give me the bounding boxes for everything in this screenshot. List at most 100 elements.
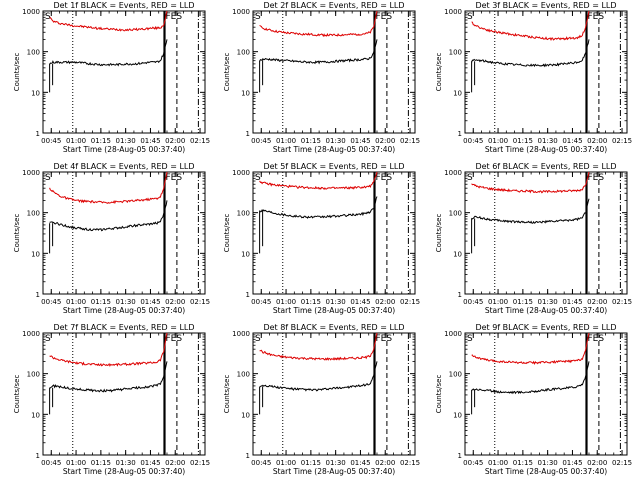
panel-title: Det 6f BLACK = Events, RED = LLD xyxy=(475,162,616,171)
panel-title: Det 4f BLACK = Events, RED = LLD xyxy=(53,162,194,171)
x-tick-label: 02:00 xyxy=(165,298,185,306)
plot-frame xyxy=(252,10,416,134)
x-axis-label: Start Time (28-Aug-05 00:37:40) xyxy=(63,145,185,154)
x-tick-label: 02:15 xyxy=(400,459,420,467)
detector-panel: Det 5f BLACK = Events, RED = LLD 1 10 100 10… xyxy=(223,162,420,315)
flag-label-left: S xyxy=(467,173,473,183)
plot-frame xyxy=(252,332,416,456)
y-axis-label: Counts/sec xyxy=(435,214,443,253)
x-tick-label: 01:45 xyxy=(562,298,582,306)
y-tick-label: 100 xyxy=(27,49,40,57)
y-tick-label: 1 xyxy=(246,452,250,460)
y-tick-label: 10 xyxy=(453,89,462,97)
x-tick-label: 01:00 xyxy=(66,298,86,306)
x-tick-label: 02:00 xyxy=(587,298,607,306)
y-axis-label: Counts/sec xyxy=(223,375,231,414)
flag-label-right: FES xyxy=(166,12,183,22)
x-tick-label: 01:15 xyxy=(91,298,111,306)
flag-label-left: S xyxy=(255,12,261,22)
x-axis-label: Start Time (28-Aug-05 00:37:40) xyxy=(485,145,607,154)
flag-label-right: FES xyxy=(588,12,605,22)
detector-panel: Det 1f BLACK = Events, RED = LLD 1 10 100 10… xyxy=(13,1,210,154)
plot-frame xyxy=(42,10,206,134)
x-tick-label: 00:45 xyxy=(41,459,61,467)
x-tick-label: 01:15 xyxy=(301,459,321,467)
x-tick-label: 02:15 xyxy=(612,459,632,467)
y-tick-label: 100 xyxy=(449,371,462,379)
y-tick-label: 1 xyxy=(36,452,40,460)
x-tick-label: 00:45 xyxy=(41,298,61,306)
flag-label-right: FES xyxy=(376,173,393,183)
x-tick-label: 01:15 xyxy=(91,137,111,145)
flag-label-left: S xyxy=(255,334,261,344)
flag-label-right: FES xyxy=(376,334,393,344)
lld-series-line xyxy=(49,171,168,205)
x-tick-label: 01:00 xyxy=(488,137,508,145)
detector-panel: Det 4f BLACK = Events, RED = LLD 1 10 100 10… xyxy=(13,162,210,315)
y-tick-label: 1000 xyxy=(232,169,250,177)
y-tick-label: 10 xyxy=(31,411,40,419)
events-series-line xyxy=(471,198,590,224)
y-tick-label: 100 xyxy=(237,210,250,218)
y-tick-label: 1 xyxy=(36,291,40,299)
detector-panel: Det 6f BLACK = Events, RED = LLD 1 10 100 10… xyxy=(435,162,632,315)
y-tick-label: 100 xyxy=(27,371,40,379)
y-axis-label: Counts/sec xyxy=(435,375,443,414)
x-tick-label: 02:00 xyxy=(375,137,395,145)
panel-title: Det 1f BLACK = Events, RED = LLD xyxy=(53,1,194,10)
x-tick-label: 01:30 xyxy=(538,137,558,145)
y-tick-label: 1000 xyxy=(232,8,250,16)
y-tick-label: 1000 xyxy=(444,169,462,177)
x-tick-label: 00:45 xyxy=(463,298,483,306)
x-tick-label: 00:45 xyxy=(463,459,483,467)
detector-panel: Det 8f BLACK = Events, RED = LLD 1 10 100 10… xyxy=(223,323,420,476)
flag-label-right: FES xyxy=(166,173,183,183)
y-tick-label: 10 xyxy=(453,411,462,419)
y-tick-label: 1000 xyxy=(232,330,250,338)
y-tick-label: 10 xyxy=(241,411,250,419)
flag-label-left: S xyxy=(467,12,473,22)
x-tick-label: 00:45 xyxy=(251,137,271,145)
events-series-line xyxy=(49,361,168,393)
events-series-line xyxy=(259,196,378,219)
lld-series-line xyxy=(471,10,590,41)
x-tick-label: 02:00 xyxy=(165,459,185,467)
x-tick-label: 02:15 xyxy=(400,298,420,306)
events-series-line xyxy=(471,361,590,395)
y-axis-label: Counts/sec xyxy=(435,53,443,92)
x-tick-label: 01:45 xyxy=(140,298,160,306)
x-tick-label: 01:30 xyxy=(116,137,136,145)
y-tick-label: 100 xyxy=(449,49,462,57)
x-tick-label: 01:45 xyxy=(350,137,370,145)
x-tick-label: 01:15 xyxy=(301,298,321,306)
panel-title: Det 5f BLACK = Events, RED = LLD xyxy=(263,162,404,171)
x-tick-label: 01:30 xyxy=(326,459,346,467)
y-tick-label: 10 xyxy=(453,250,462,258)
x-axis-label: Start Time (28-Aug-05 00:37:40) xyxy=(485,467,607,476)
x-tick-label: 01:00 xyxy=(488,459,508,467)
detector-panel: Det 2f BLACK = Events, RED = LLD 1 10 100 10… xyxy=(223,1,420,154)
x-tick-label: 01:30 xyxy=(116,298,136,306)
y-tick-label: 1000 xyxy=(22,330,40,338)
x-tick-label: 01:15 xyxy=(513,298,533,306)
x-tick-label: 01:00 xyxy=(488,298,508,306)
flag-label-right: FES xyxy=(376,12,393,22)
lld-series-line xyxy=(471,171,590,194)
x-tick-label: 01:45 xyxy=(140,459,160,467)
x-tick-label: 01:00 xyxy=(66,137,86,145)
x-tick-label: 01:30 xyxy=(538,298,558,306)
events-series-line xyxy=(471,39,590,68)
y-axis-label: Counts/sec xyxy=(13,53,21,92)
x-tick-label: 02:00 xyxy=(375,298,395,306)
x-tick-label: 01:30 xyxy=(538,459,558,467)
x-tick-label: 00:45 xyxy=(41,137,61,145)
panel-title: Det 9f BLACK = Events, RED = LLD xyxy=(475,323,616,332)
lld-series-line xyxy=(259,332,378,361)
x-tick-label: 00:45 xyxy=(251,298,271,306)
x-tick-label: 01:00 xyxy=(276,459,296,467)
panel-title: Det 2f BLACK = Events, RED = LLD xyxy=(263,1,404,10)
x-tick-label: 02:15 xyxy=(190,137,210,145)
panel-title: Det 7f BLACK = Events, RED = LLD xyxy=(53,323,194,332)
